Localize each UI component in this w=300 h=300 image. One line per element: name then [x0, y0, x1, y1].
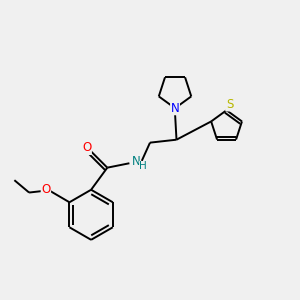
Text: S: S	[226, 98, 233, 111]
Text: H: H	[140, 161, 147, 171]
Text: N: N	[131, 155, 140, 168]
Text: O: O	[82, 141, 91, 154]
Text: N: N	[171, 102, 179, 115]
Text: O: O	[41, 183, 50, 196]
